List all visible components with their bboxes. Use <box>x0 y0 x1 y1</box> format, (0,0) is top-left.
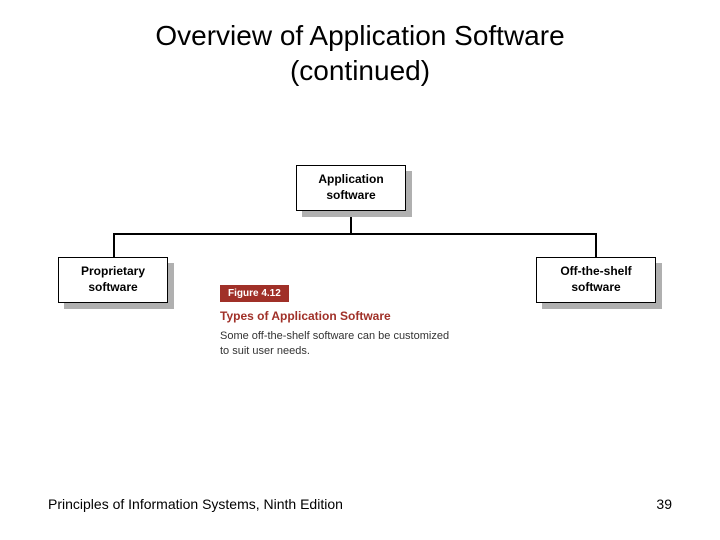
page-number: 39 <box>656 496 672 512</box>
root-node-label: Applicationsoftware <box>318 172 383 203</box>
right-node-label: Off-the-shelfsoftware <box>560 264 631 295</box>
figure-label: Figure 4.12 <box>220 285 289 302</box>
figure-description: Some off-the-shelf software can be custo… <box>220 329 460 360</box>
tree-diagram: Applicationsoftware Proprietarysoftware … <box>40 165 680 375</box>
right-node: Off-the-shelfsoftware <box>536 257 656 303</box>
connector-right-down <box>595 233 597 257</box>
left-node: Proprietarysoftware <box>58 257 168 303</box>
figure-label-text: Figure 4.12 <box>228 288 281 299</box>
title-line-1: Overview of Application Software <box>155 20 564 51</box>
root-node: Applicationsoftware <box>296 165 406 211</box>
figure-title-text: Types of Application Software <box>220 309 391 323</box>
slide-title: Overview of Application Software (contin… <box>0 0 720 88</box>
footer-text: Principles of Information Systems, Ninth… <box>48 496 343 512</box>
figure-desc-text: Some off-the-shelf software can be custo… <box>220 330 449 357</box>
connector-horizontal <box>113 233 597 235</box>
title-line-2: (continued) <box>290 55 430 86</box>
left-node-label: Proprietarysoftware <box>81 264 145 295</box>
slide: Overview of Application Software (contin… <box>0 0 720 540</box>
figure-title: Types of Application Software <box>220 309 391 323</box>
connector-left-down <box>113 233 115 257</box>
